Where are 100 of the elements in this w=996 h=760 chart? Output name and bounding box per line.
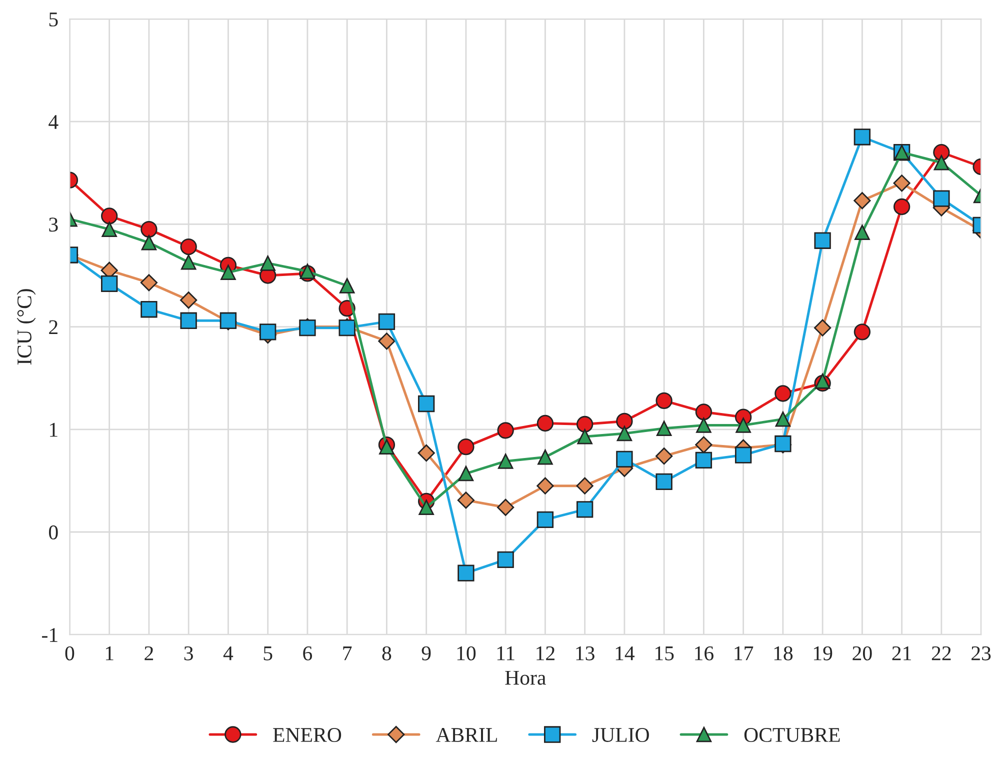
legend-label: ABRIL [436, 728, 497, 742]
point [814, 319, 832, 336]
point [458, 438, 474, 456]
x-tick-label: 17 [734, 646, 754, 660]
point [854, 324, 871, 340]
x-tick-label: 15 [655, 646, 674, 660]
point [616, 450, 633, 468]
point [656, 448, 673, 465]
x-tick-label: 22 [932, 646, 951, 660]
point [378, 332, 396, 350]
x-tick-label: 23 [972, 646, 991, 660]
point [576, 501, 594, 518]
legend-label: OCTUBRE [744, 728, 840, 742]
point [656, 420, 672, 436]
x-tick-label: 7 [343, 646, 352, 660]
y-axis-title: ICU (°C) [16, 289, 36, 365]
y-tick-label: 4 [48, 115, 58, 129]
y-tick-label: 3 [49, 218, 58, 232]
x-tick-label: 0 [65, 646, 74, 660]
point [498, 454, 514, 469]
point [854, 192, 871, 210]
point [457, 492, 475, 509]
y-tick-label: 2 [49, 320, 58, 334]
point [774, 385, 792, 402]
x-tick-label: 11 [497, 646, 514, 660]
x-tick-label: 14 [616, 646, 635, 660]
point [497, 551, 514, 568]
x-tick-label: 19 [814, 646, 832, 660]
point [458, 466, 474, 482]
point [934, 155, 950, 170]
point [695, 404, 712, 420]
point [695, 436, 712, 454]
point [854, 224, 870, 240]
point [933, 190, 950, 207]
point [656, 473, 672, 490]
point [577, 428, 592, 444]
point [260, 324, 276, 340]
point [656, 392, 672, 410]
point [734, 446, 752, 464]
x-tick-label: 20 [852, 646, 872, 660]
point [814, 232, 831, 249]
point [418, 395, 435, 412]
point [497, 422, 514, 439]
x-tick-label: 3 [184, 646, 193, 660]
x-tick-label: 16 [695, 646, 714, 660]
point [101, 208, 118, 224]
point [378, 313, 396, 330]
point [418, 444, 435, 462]
x-tick-label: 21 [892, 646, 911, 660]
x-tick-label: 13 [576, 646, 594, 660]
point [497, 498, 514, 516]
point [576, 416, 594, 433]
point [736, 418, 751, 433]
point [140, 301, 158, 318]
point [102, 222, 117, 237]
point [180, 312, 197, 329]
point [180, 292, 198, 309]
point [616, 412, 633, 430]
x-tick-label: 9 [422, 646, 431, 660]
point [536, 511, 554, 528]
point [616, 426, 632, 442]
point [220, 264, 236, 280]
point [695, 452, 712, 469]
x-tick-label: 10 [457, 646, 476, 660]
point [260, 256, 276, 271]
point [418, 500, 434, 516]
y-tick-label: -1 [42, 628, 58, 642]
point [180, 254, 196, 270]
point [933, 144, 950, 161]
point [893, 198, 910, 216]
legend-label: JULIO [592, 728, 649, 742]
x-tick-label: 1 [106, 646, 114, 660]
legend-label: ENERO [273, 728, 342, 742]
point [775, 412, 791, 427]
y-tick-label: 0 [48, 525, 58, 540]
x-axis-title: Hora [505, 670, 546, 685]
point [339, 278, 355, 294]
x-tick-label: 4 [223, 646, 234, 660]
x-tick-label: 2 [144, 646, 154, 660]
point [379, 439, 394, 454]
point [458, 564, 474, 582]
point [141, 235, 157, 250]
x-tick-label: 6 [303, 646, 312, 660]
y-tick-label: 5 [49, 12, 58, 26]
point [180, 238, 197, 256]
point [101, 275, 118, 292]
point [814, 374, 830, 389]
point [536, 414, 554, 432]
point [536, 477, 554, 494]
y-tick-label: 1 [50, 422, 58, 437]
point [576, 477, 594, 494]
x-tick-label: 18 [774, 646, 793, 660]
point [140, 220, 158, 238]
x-tick-label: 8 [382, 646, 392, 660]
point [538, 449, 553, 465]
point [893, 174, 910, 192]
point [854, 128, 871, 146]
point [696, 418, 712, 433]
x-tick-label: 5 [264, 646, 272, 660]
point [140, 274, 158, 292]
